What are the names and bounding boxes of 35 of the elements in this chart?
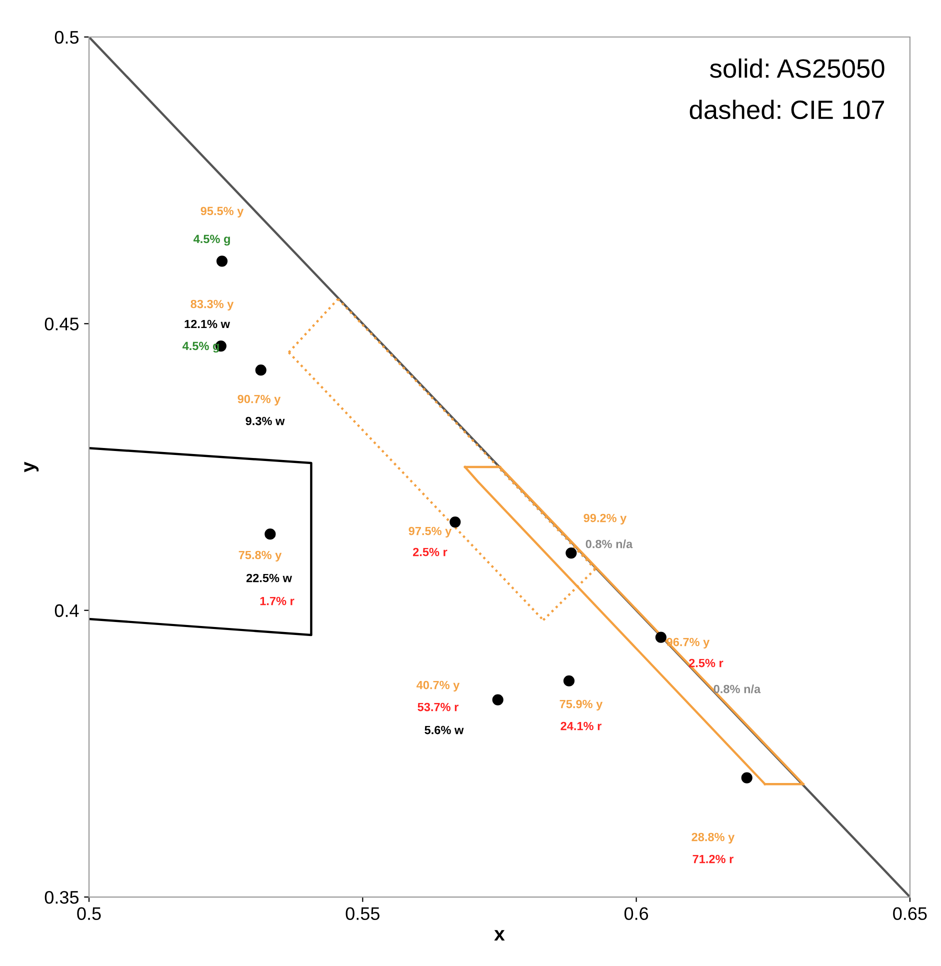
x-tick-label: 0.5 [77,907,101,920]
annotation: 99.2% y [584,514,627,525]
y-axis-title: y [24,462,39,472]
annotation: 2.5% r [688,658,724,668]
x-tick-label: 0.65 [893,907,927,920]
annotation: 4.5% g [193,234,230,246]
x-tick-label: 0.55 [346,907,380,920]
annotation: 0.8% n/a [714,684,761,694]
annotation: 12.1% w [184,320,230,328]
annotation: 83.3% y [190,300,234,311]
annotation: 5.6% w [424,726,464,734]
annotation: 75.9% y [560,700,603,711]
y-tick-label: 0.4 [54,604,79,618]
annotation: 95.5% y [200,206,244,218]
y-tick-label: 0.5 [54,30,79,44]
x-axis-title: x [494,930,505,940]
annotation: 0.8% n/a [586,540,633,548]
y-tick-label: 0.45 [44,318,79,330]
annotation: 40.7% y [416,680,460,692]
annotation: 24.1% r [560,722,602,730]
annotation: 22.5% w [246,574,292,582]
annotation: 1.7% r [260,596,294,606]
annotation: 71.2% r [692,854,734,864]
annotation: 28.8% y [692,832,735,844]
y-tick-label: 0.35 [44,890,79,904]
annotation: 9.3% w [246,416,285,426]
annotation: solid: AS25050 [710,58,884,78]
annotation: 2.5% r [413,548,448,556]
x-tick-label: 0.6 [624,907,648,920]
annotation: 97.5% y [408,526,452,538]
annotation: 4.5% g [182,342,219,353]
annotation: 90.7% y [238,394,281,406]
annotation: dashed: CIE 107 [690,100,884,120]
annotation: 53.7% r [418,702,458,712]
annotation: 75.8% y [238,550,282,562]
